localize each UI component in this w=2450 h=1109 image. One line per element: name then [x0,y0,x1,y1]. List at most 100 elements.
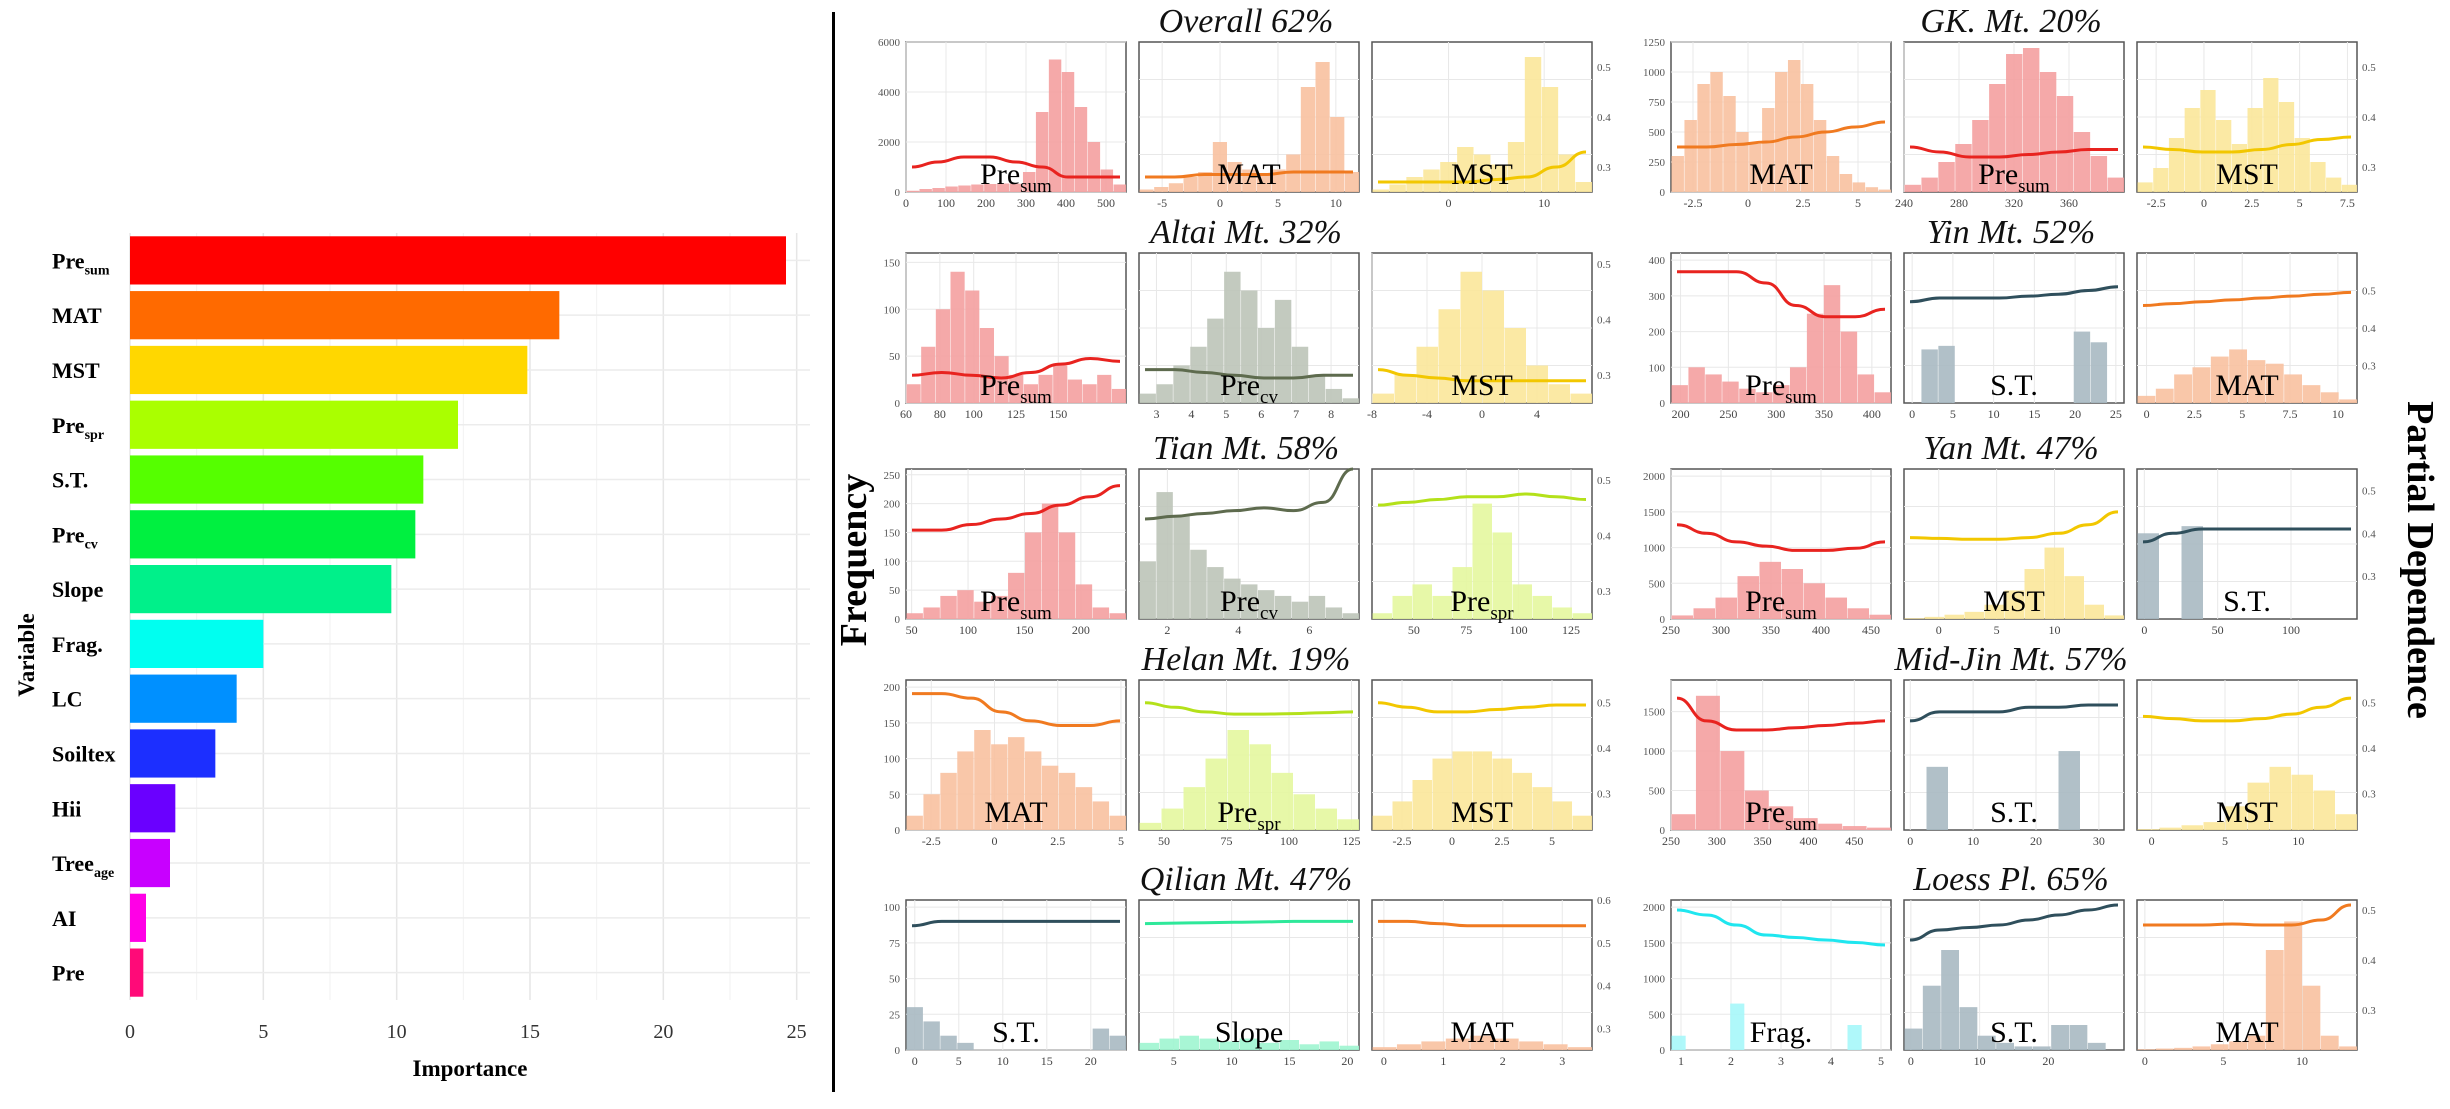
panel-mat: 0.3 0.4 0.5 0 2.5 5 7.5 10 MAT [2136,252,2376,421]
x-tick-label: 60 [900,407,912,421]
category-label-sub: spr [85,428,104,443]
x-tick-label: 10 [2332,407,2344,421]
category-label: Pre [52,961,85,986]
histogram-bar [2313,790,2335,830]
variable-label-main: S.T. [1990,796,2038,829]
y-tick-label: 750 [1649,97,1666,109]
pd-tick-label: 0.3 [2362,162,2376,174]
histogram-bar [1959,1007,1978,1050]
histogram-bar [979,328,994,403]
partial-dependence-line [1144,170,1353,179]
histogram-bar [2339,399,2357,403]
histogram-bar [1024,751,1042,830]
histogram-bar [940,1035,957,1050]
x-tick-label: 0 [1909,407,1915,421]
bar-hii [130,784,176,833]
partial-dependence-line [1377,368,1586,383]
histogram-bar [2339,1046,2357,1050]
bar-treeage [130,838,170,888]
histogram-bar [1109,613,1126,619]
y-tick-label: 0 [895,187,901,199]
panel-st: 0.3 0.4 0.5 0 50 100 S.T. [2136,468,2376,637]
variable-label-main: Pre [1220,369,1260,402]
x-tick-label: 450 [1862,623,1880,637]
category-label-main: Hii [52,796,81,821]
histogram-bar [991,595,1008,619]
category-label: Prespr [52,413,104,443]
variable-label: MAT [1450,1016,1513,1049]
x-tick-label: 20 [2069,407,2081,421]
histogram-bar [1139,1042,1159,1050]
x-tick-label: 100 [1510,623,1528,637]
x-tick-label: 5 [1855,196,1861,210]
histogram-bar [1512,584,1532,619]
histogram-bar [1075,584,1093,619]
histogram-bar [2269,766,2291,830]
x-tick-label: 0 [125,1021,135,1043]
histogram-bar [1922,985,1941,1050]
x-tick-label: 0 [1449,834,1455,848]
x-tick-label: -2.5 [922,834,941,848]
y-tick-label: 100 [884,754,901,766]
panel-presum: 240 280 320 360 Presum [1895,41,2125,210]
histogram-bar [1173,515,1190,619]
variable-label: Prespr [1217,796,1281,835]
histogram-bar [1274,595,1292,619]
partial-dependence-line [911,919,1120,928]
panel-mat: 0.3 0.4 0.5 0.6 0 1 2 3 MAT [1371,895,1611,1068]
x-tick-label: 25 [787,1021,807,1043]
x-tick-label: 50 [1158,834,1170,848]
histogram-bar [1874,392,1891,403]
y-tick-label: 150 [884,257,901,269]
histogram-bar [945,186,958,192]
histogram-bar [958,185,971,192]
histogram-bar [1308,595,1326,619]
histogram-bar [1548,384,1570,403]
histogram-bar [1921,177,1938,192]
y-tick-label: 300 [1649,291,1666,303]
region-title: Tian Mt. 58% [1153,430,1339,467]
variable-label: S.T. [1990,1016,2038,1049]
histogram-bar [1372,189,1389,192]
panel-st: 0 10 20 30 S.T. [1903,679,2125,848]
histogram-bar [1570,393,1592,403]
category-label: Frag. [52,632,103,657]
histogram-bar [1291,601,1309,619]
histogram-bar [1009,374,1024,403]
histogram-bar [1023,384,1038,403]
x-tick-label: 0 [2144,407,2150,421]
category-label-main: Soiltex [52,741,116,766]
y-tick-label: 25 [889,1009,901,1021]
region-title: Mid-Jin Mt. 57% [1893,641,2127,678]
panel-mat: -5 0 5 10 MAT [1138,41,1360,210]
histogram-bar [1818,823,1843,830]
histogram-bar [1826,156,1840,192]
x-tick-label: 400 [1800,834,1818,848]
category-label: Soiltex [52,741,116,766]
histogram-bar [1878,189,1891,192]
panel-frag: 0 500 1000 1500 2000 1 2 3 4 5 Frag. [1643,899,1892,1068]
histogram-bar [1179,1035,1199,1050]
histogram-bar [1921,349,1938,403]
histogram-bar [1867,827,1891,830]
x-tick-label: 3 [1559,1054,1565,1068]
variable-label: Prespr [1450,585,1514,624]
x-tick-label: 10 [1967,834,1979,848]
x-tick-label: 2 [1164,623,1170,637]
pd-tick-label: 0.6 [1597,895,1611,907]
variable-label-sub: sum [1785,603,1817,624]
histogram-bar [1722,381,1739,403]
histogram-bar [1572,815,1592,830]
x-tick-label: 125 [1007,407,1025,421]
variable-label: S.T. [1990,796,2038,829]
histogram-bar [2022,48,2040,192]
y-tick-label: 0 [895,398,901,410]
pd-tick-label: 0.3 [2362,1005,2376,1017]
x-tick-label: 15 [2028,407,2040,421]
histogram-bar [1671,615,1693,619]
histogram-bar [1924,616,1944,619]
x-tick-label: 10 [1226,1054,1238,1068]
x-tick-label: 360 [2060,196,2078,210]
x-tick-label: 2 [1728,1054,1734,1068]
